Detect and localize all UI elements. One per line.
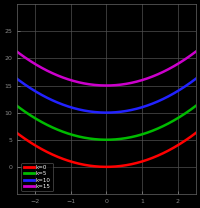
k=15 — [198, 48, 200, 50]
k=0 — [198, 129, 200, 131]
k=5 — [12, 102, 15, 104]
k=15 — [105, 84, 107, 87]
k=0 — [96, 165, 99, 168]
k=0 — [105, 166, 108, 168]
k=10 — [60, 103, 62, 105]
k=10 — [122, 110, 124, 113]
k=15 — [122, 83, 124, 85]
Line: k=10: k=10 — [13, 76, 199, 113]
k=0 — [60, 157, 62, 160]
k=15 — [96, 84, 99, 87]
k=15 — [153, 75, 155, 77]
k=0 — [137, 161, 139, 164]
Legend: k=0, k=5, k=10, k=15: k=0, k=5, k=10, k=15 — [21, 163, 53, 191]
k=0 — [12, 129, 15, 131]
k=0 — [122, 164, 124, 167]
k=0 — [153, 156, 155, 159]
k=15 — [137, 80, 139, 83]
k=10 — [198, 75, 200, 77]
k=10 — [96, 111, 99, 114]
k=10 — [137, 107, 139, 110]
k=5 — [137, 134, 139, 137]
k=10 — [105, 111, 107, 114]
k=15 — [45, 69, 47, 72]
k=10 — [12, 75, 15, 77]
k=5 — [153, 129, 155, 131]
k=5 — [60, 130, 62, 132]
k=5 — [96, 138, 99, 141]
k=5 — [122, 137, 124, 140]
Line: k=5: k=5 — [13, 103, 199, 140]
k=10 — [45, 96, 47, 99]
k=10 — [153, 102, 155, 104]
k=0 — [45, 150, 47, 153]
k=5 — [45, 123, 47, 126]
k=5 — [198, 102, 200, 104]
k=15 — [60, 76, 62, 78]
k=5 — [105, 139, 107, 141]
Line: k=15: k=15 — [13, 49, 199, 85]
k=15 — [12, 48, 15, 50]
Line: k=0: k=0 — [13, 130, 199, 167]
